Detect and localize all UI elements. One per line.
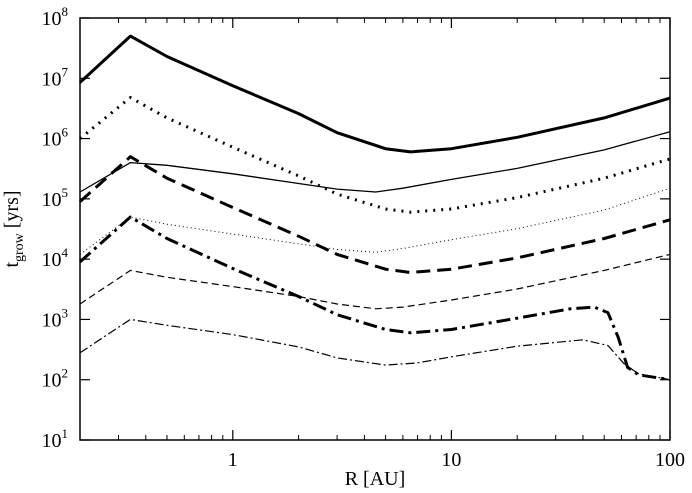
series-line-1-thick-solid [78,34,671,154]
x-tick-label: 100 [655,449,685,471]
y-axis-label-main: t [1,262,23,268]
series-line-3-thin-solid [79,131,671,193]
series-layer [78,34,671,382]
y-tick-label: 105 [42,185,69,211]
series-line-6-thick-dashdot [79,215,671,382]
y-tick-label: 104 [42,245,69,271]
series-line-5-thin-dotted [79,187,671,255]
y-tick-label: 108 [42,4,69,30]
y-axis-label: tgrow [yrs] [1,190,27,267]
y-tick-label: 103 [42,305,69,331]
y-tick-label: 107 [42,64,69,90]
series-line-7-thin-dashed [79,253,671,310]
y-axis-label-unit: [yrs] [1,190,23,233]
y-tick-label: 106 [42,125,69,151]
series-line-4-thick-dashed [79,155,671,274]
y-axis-label-sub: grow [12,232,27,262]
x-tick-label: 10 [441,449,461,471]
series-line-8-thin-dashdot [79,318,671,381]
ticks-layer: 1 10 100 101 102 103 104 105 106 107 108 [42,4,686,471]
y-tick-label: 102 [42,366,69,392]
x-tick-label: 1 [228,449,238,471]
y-tick-label: 101 [42,426,69,452]
x-axis-label: R [AU] [345,468,406,490]
plot-frame [79,17,671,441]
